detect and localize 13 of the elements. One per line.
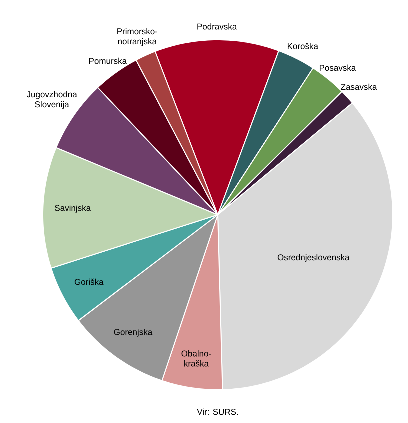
slice-label: Obalno-kraška [182, 350, 212, 367]
slice-label: Osrednjeslovenska [278, 254, 350, 262]
slice-label: Posavska [320, 64, 356, 72]
slice-label: Goriška [74, 278, 104, 286]
slice-label: Gorenjska [114, 329, 153, 337]
slice-label: Koroška [288, 43, 318, 50]
slice-label: Zasavska [341, 84, 378, 90]
slice-label: Savinjska [55, 204, 92, 213]
slice-label: Pomurska [89, 58, 128, 64]
slice-label: Jugovzhodna Slovenija [26, 91, 78, 110]
slice-label: Podravska [198, 24, 238, 30]
slice-label: Primorsko-notranjska [118, 28, 158, 46]
text: Vir: SURS. [197, 408, 238, 416]
